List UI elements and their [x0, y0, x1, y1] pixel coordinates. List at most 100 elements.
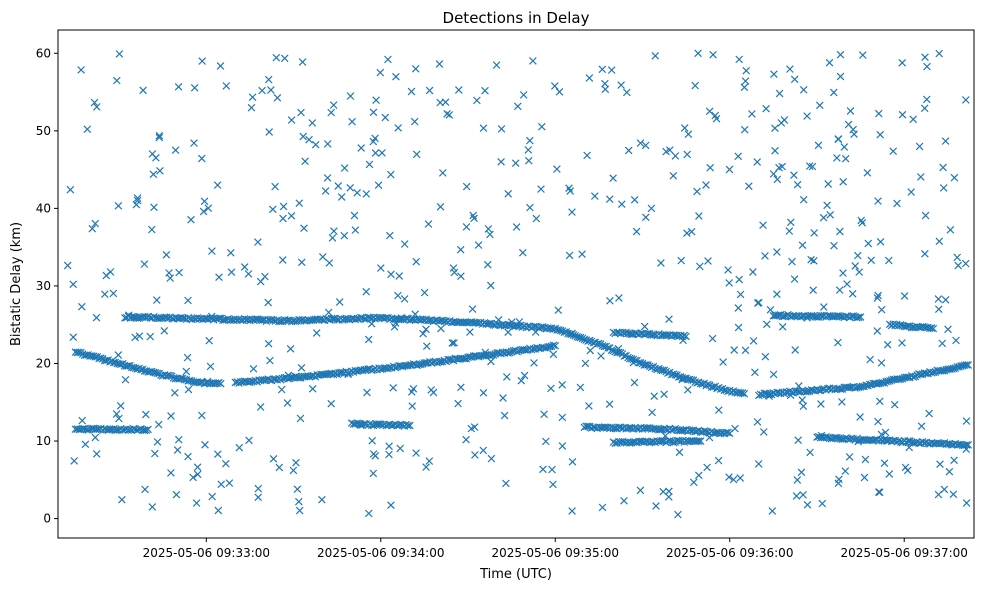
y-tick-label-4: 40: [36, 201, 51, 215]
detection-point-1215: [266, 356, 274, 365]
detection-point-1535: [392, 72, 400, 81]
detection-point-1367: [78, 416, 87, 425]
detection-point-1432: [586, 346, 595, 355]
detection-point-1698: [473, 96, 481, 105]
detection-point-1374: [598, 65, 607, 74]
detection-point-1609: [193, 463, 202, 472]
detection-point-1542: [636, 139, 645, 147]
detection-point-1560: [141, 410, 150, 419]
detection-point-1161: [632, 227, 641, 236]
plot-frame: [57, 29, 975, 539]
detection-point-1382: [197, 154, 206, 163]
detection-point-1550: [486, 230, 494, 239]
detection-point-1444: [334, 182, 343, 190]
detection-point-1443: [962, 417, 971, 425]
detection-point-1706: [507, 318, 516, 326]
detection-point-1277: [771, 146, 779, 155]
y-tick-label-3: 30: [36, 279, 51, 293]
detection-point-1280: [115, 414, 123, 423]
detection-point-1599: [597, 352, 605, 360]
detection-point-1553: [540, 410, 548, 419]
detection-point-1454: [934, 490, 943, 499]
detection-point-1528: [376, 264, 385, 272]
detection-point-1415: [305, 135, 313, 144]
detection-point-1225: [771, 124, 779, 133]
detection-point-1230: [227, 268, 236, 277]
detection-point-1680: [162, 250, 171, 259]
detection-point-1667: [883, 340, 892, 349]
detection-point-14: [97, 354, 105, 362]
detection-point-562: [671, 370, 680, 379]
detection-point-1265: [456, 245, 465, 254]
detection-point-1321: [749, 337, 758, 345]
detection-point-1181: [279, 202, 288, 211]
detection-point-1613: [650, 392, 659, 401]
detection-point-1532: [222, 82, 231, 90]
detection-point-1320: [351, 226, 360, 234]
detection-point-1295: [860, 473, 869, 482]
detection-point-1456: [875, 397, 884, 406]
detection-point-1325: [585, 402, 593, 410]
detection-point-1572: [292, 458, 300, 467]
detection-point-1391: [410, 117, 419, 126]
detection-point-1339: [511, 159, 520, 168]
detection-point-1686: [765, 392, 773, 401]
detection-point-1193: [254, 493, 263, 502]
detection-point-1457: [462, 182, 471, 191]
detection-point-1424: [773, 248, 781, 256]
detection-point-1656: [481, 348, 490, 357]
detection-point-1534: [292, 372, 300, 381]
y-tick-label-2: 20: [36, 356, 51, 370]
detection-point-1368: [677, 256, 686, 265]
detection-point-1639: [245, 436, 253, 445]
detection-point-1495: [92, 103, 101, 111]
detection-point-1591: [636, 486, 645, 495]
detection-point-1142: [568, 457, 577, 466]
detection-point-1331: [683, 385, 692, 394]
detection-point-1695: [457, 383, 465, 392]
detection-point-1603: [515, 318, 524, 326]
detection-point-1694: [364, 509, 373, 518]
detection-point-1418: [497, 157, 505, 166]
detection-point-1410: [735, 275, 744, 284]
detection-point-1496: [114, 351, 123, 359]
detection-point-1268: [833, 154, 841, 162]
detection-point-1403: [856, 413, 864, 421]
detection-point-1156: [938, 339, 947, 348]
detection-point-1387: [798, 396, 807, 404]
detection-point-1605: [504, 328, 512, 337]
detection-point-1163: [695, 262, 704, 271]
detection-point-1365: [950, 456, 958, 465]
detection-point-1201: [436, 202, 445, 211]
detection-point-1390: [790, 171, 798, 180]
detection-point-1249: [549, 350, 558, 359]
detection-point-1291: [817, 431, 826, 440]
detection-point-1491: [568, 329, 576, 338]
detection-point-1510: [425, 86, 434, 95]
detection-point-1271: [769, 370, 778, 379]
detection-point-1406: [622, 88, 631, 97]
detection-point-1411: [327, 399, 336, 408]
detection-point-1324: [395, 272, 404, 280]
detection-point-1711: [839, 177, 848, 186]
detection-point-1480: [394, 124, 403, 132]
detection-point-1361: [606, 296, 614, 305]
detection-point-1232: [691, 81, 700, 90]
detection-point-1665: [92, 313, 101, 322]
detection-point-1377: [293, 485, 302, 494]
detection-point-1536: [512, 223, 521, 231]
detection-point-1466: [719, 358, 727, 366]
detection-point-1283: [839, 269, 847, 277]
detection-point-1529: [204, 204, 213, 213]
detection-point-1482: [337, 193, 346, 201]
detection-point-1209: [877, 430, 886, 439]
detection-point-1395: [357, 144, 366, 152]
detection-point-1450: [617, 200, 626, 209]
detection-point-1717: [70, 457, 79, 465]
detection-point-1681: [240, 263, 249, 271]
detection-point-1373: [487, 454, 496, 463]
detection-point-1594: [867, 256, 876, 265]
detection-point-1574: [875, 488, 884, 497]
detection-point-1356: [679, 336, 687, 345]
detection-point-1548: [183, 353, 192, 362]
